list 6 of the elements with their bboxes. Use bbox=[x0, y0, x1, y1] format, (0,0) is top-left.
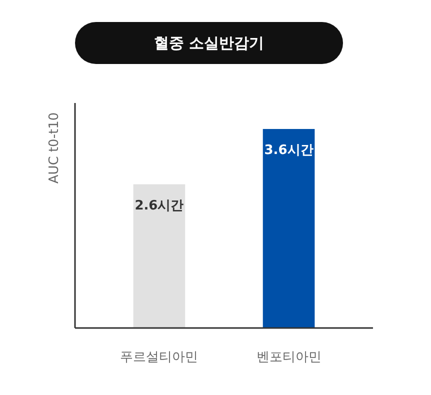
x-tick-label: 벤포티아민 bbox=[256, 350, 322, 365]
data-label: 2.6시간 bbox=[134, 198, 184, 214]
y-axis-title: AUC t0-t10 bbox=[47, 112, 62, 184]
x-tick-label: 푸르설티아민 bbox=[120, 350, 198, 365]
chart-title: 혈중 소실반감기 bbox=[154, 34, 264, 52]
data-label: 3.6시간 bbox=[264, 142, 314, 158]
